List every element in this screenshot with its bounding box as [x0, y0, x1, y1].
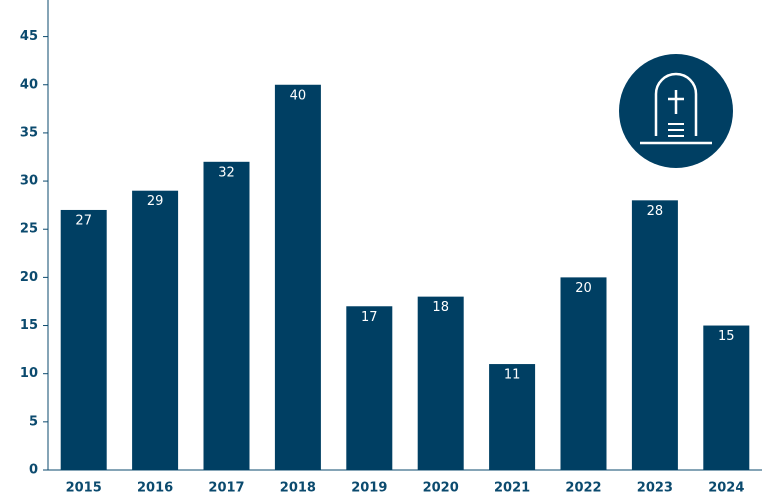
x-tick-label: 2020	[423, 481, 459, 496]
bar	[203, 161, 250, 470]
data-label: 28	[647, 204, 664, 219]
data-label: 15	[718, 329, 735, 344]
bar	[60, 209, 107, 470]
x-tick-label: 2024	[708, 481, 744, 496]
data-label: 32	[218, 165, 235, 180]
y-tick-label: 35	[20, 125, 38, 140]
x-tick-label: 2016	[137, 481, 173, 496]
x-tick-label: 2021	[494, 481, 530, 496]
y-tick-label: 30	[20, 174, 38, 189]
data-label: 40	[290, 88, 307, 103]
x-tick-label: 2018	[280, 481, 316, 496]
bar	[274, 84, 321, 471]
bar	[631, 200, 678, 470]
x-tick-label: 2019	[351, 481, 387, 496]
x-tick-label: 2017	[208, 481, 244, 496]
x-tick-label: 2022	[565, 481, 601, 496]
bar	[703, 325, 750, 470]
data-label: 18	[432, 300, 449, 315]
data-label: 11	[504, 368, 521, 383]
data-label: 17	[361, 310, 378, 325]
bar	[489, 364, 536, 470]
bar	[132, 190, 179, 470]
x-tick-label: 2015	[66, 481, 102, 496]
data-label: 27	[75, 213, 92, 228]
data-label: 29	[147, 194, 164, 209]
y-tick-label: 15	[20, 318, 38, 333]
bar	[560, 277, 607, 470]
x-tick-label: 2023	[637, 481, 673, 496]
y-tick-label: 0	[29, 463, 38, 478]
data-label: 20	[575, 281, 592, 296]
bar	[417, 296, 464, 470]
y-tick-label: 10	[20, 366, 38, 381]
y-tick-label: 20	[20, 270, 38, 285]
y-tick-label: 40	[20, 77, 38, 92]
y-tick-label: 5	[29, 414, 38, 429]
y-tick-label: 45	[20, 29, 38, 44]
y-tick-label: 25	[20, 222, 38, 237]
bar	[346, 306, 393, 470]
tombstone-icon	[619, 54, 733, 168]
